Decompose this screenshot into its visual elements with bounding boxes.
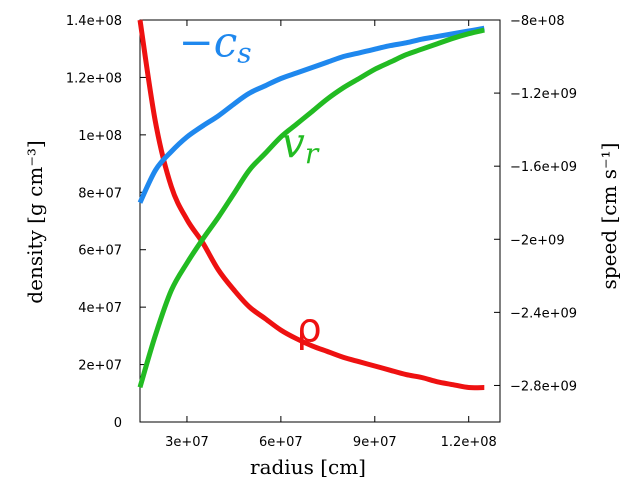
x-tick-label: 3e+07 [165, 435, 209, 450]
y-tick-label: 8e+07 [78, 186, 122, 201]
y-tick-label: 1e+08 [78, 129, 122, 144]
series-label-1: −cs [179, 18, 252, 70]
series-label-2: vr [281, 118, 320, 170]
series-line-2 [137, 27, 485, 389]
x-axis-ticks: 3e+07 6e+07 9e+07 1.2e+08 [165, 20, 497, 450]
y2-tick-label: −1.2e+09 [510, 87, 577, 102]
y2-tick-label: −8e+08 [510, 14, 565, 29]
y-axis-ticks: 0 2e+07 4e+07 6e+07 8e+07 1e+08 1.2e+08 1.4e+08 [66, 14, 146, 431]
y-axis-title: density [g cm⁻³] [23, 140, 47, 303]
y2-axis-ticks: −8e+08 −1.2e+09 −1.6e+09 −2e+09 −2.4e+09 −2.8… [494, 14, 577, 394]
series-layer [137, 19, 485, 391]
y2-tick-label: −2e+09 [510, 233, 565, 248]
x-tick-label: 6e+07 [259, 435, 303, 450]
y2-tick-label: −1.6e+09 [510, 160, 577, 175]
x-axis-title: radius [cm] [250, 455, 366, 479]
y2-tick-label: −2.8e+09 [510, 379, 577, 394]
y-tick-label: 6e+07 [78, 244, 122, 259]
x-tick-label: 9e+07 [353, 435, 397, 450]
plot-frame [139, 19, 501, 423]
series-line-1 [137, 25, 485, 204]
curve-labels: ρ −cs vr [179, 18, 322, 352]
y2-axis-title: speed [cm s⁻¹] [597, 143, 621, 290]
y2-tick-label: −2.4e+09 [510, 306, 577, 321]
y-tick-label: 1.4e+08 [66, 14, 122, 29]
y-tick-label: 0 [114, 416, 122, 431]
y-tick-label: 1.2e+08 [66, 71, 122, 86]
y-tick-label: 4e+07 [78, 301, 122, 316]
series-label-0: ρ [296, 306, 321, 352]
y-tick-label: 2e+07 [78, 359, 122, 374]
series-line-0 [137, 19, 485, 391]
x-tick-label: 1.2e+08 [441, 435, 497, 450]
